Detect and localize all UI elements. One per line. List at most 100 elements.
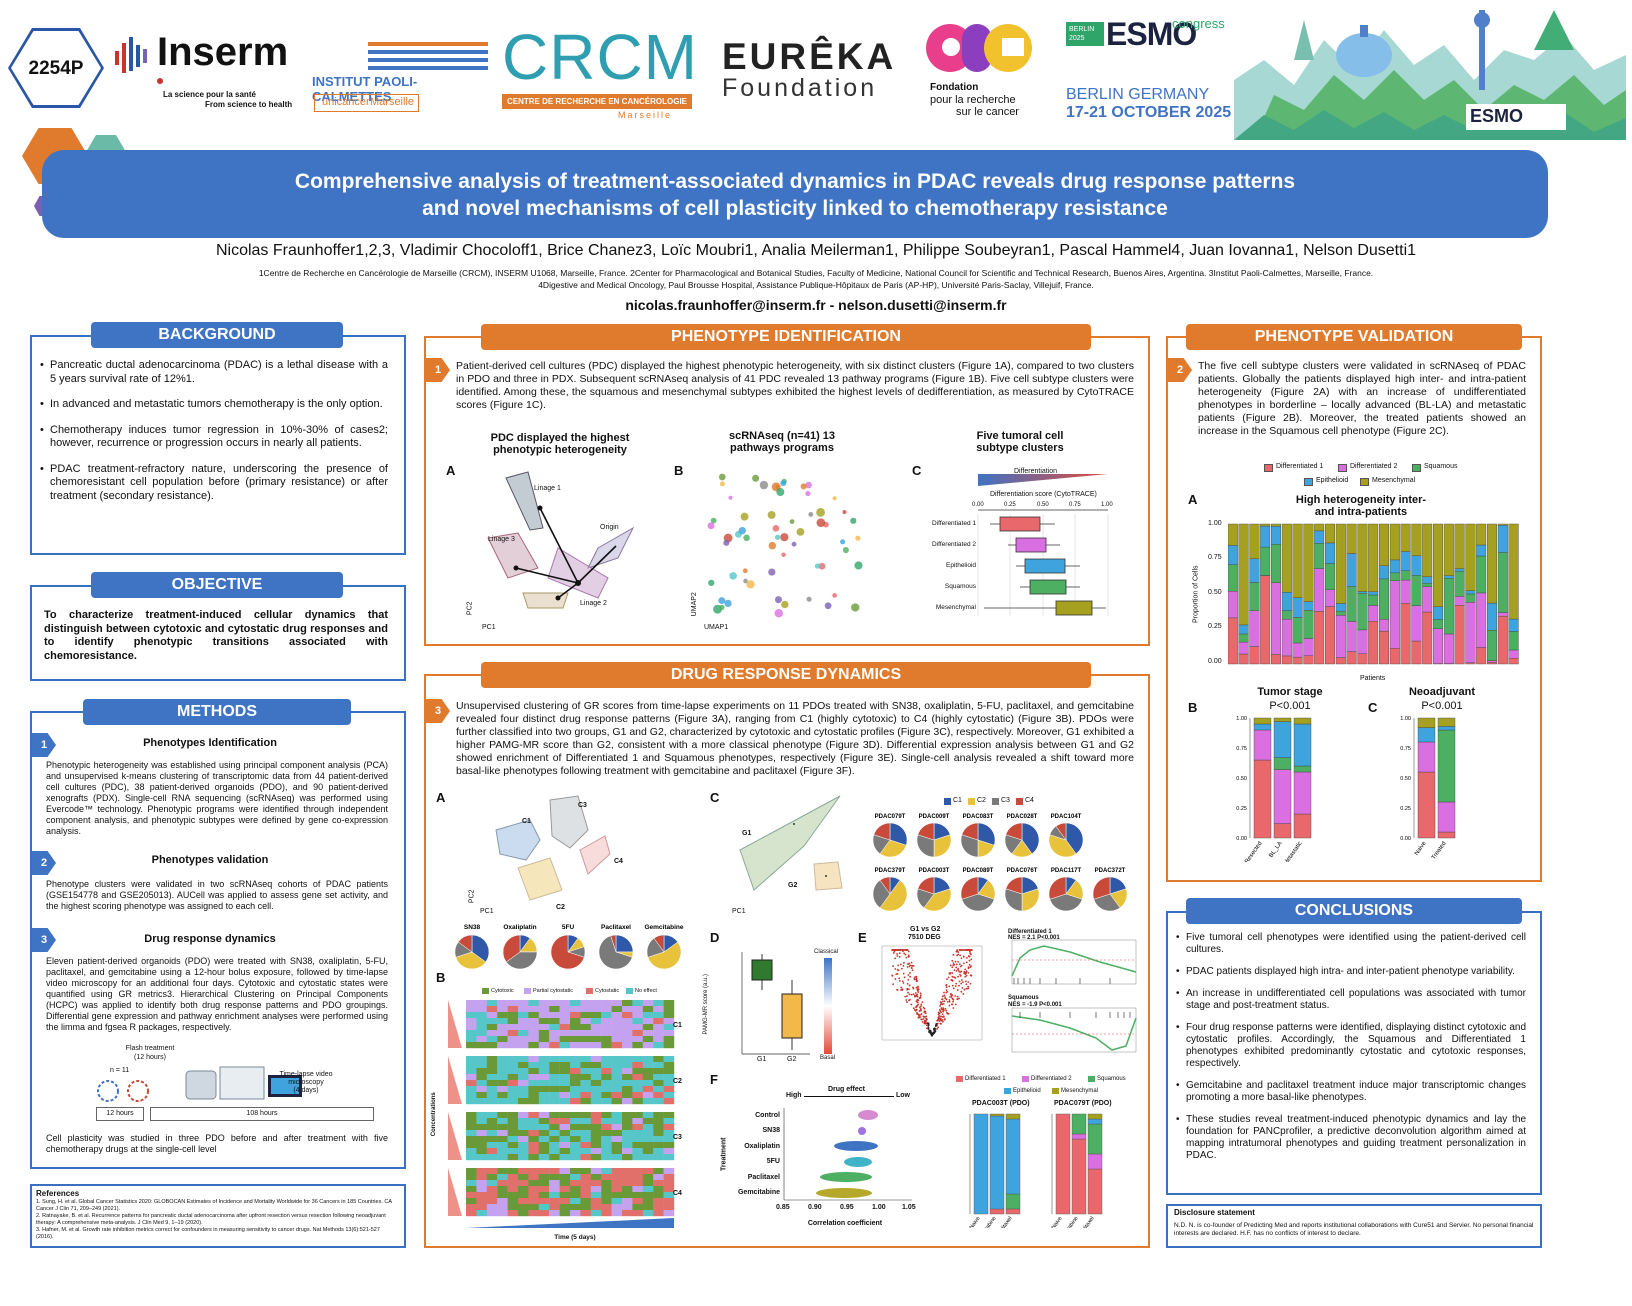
- heatmap-cell: [549, 1168, 560, 1175]
- phenotype-bar-segment: [1281, 619, 1292, 657]
- volcano-point: [968, 955, 971, 958]
- umap-cluster-point: [728, 495, 733, 500]
- volcano-point: [921, 1021, 924, 1023]
- methods-s3-title: Drug response dynamics: [144, 933, 276, 945]
- heatmap-cell: [642, 1174, 654, 1181]
- fig1b-umap2: UMAP2: [690, 592, 698, 617]
- heatmap-cell: [549, 1012, 560, 1019]
- heatmap-cell: [611, 1074, 623, 1081]
- drug-pie-slice: [653, 934, 665, 953]
- heatmap-cell: [507, 1168, 519, 1175]
- phenotype-bar-segment: [1253, 729, 1272, 761]
- heatmap-cell: [476, 1112, 487, 1119]
- pdo-pie-slice: [1021, 888, 1040, 912]
- heatmap-cell: [663, 1092, 675, 1099]
- phenotype-bar-segment: [1303, 610, 1314, 639]
- phenotype-bar-segment: [1292, 656, 1303, 665]
- fig3c-legend: C1 C2 C3 C4: [944, 796, 1064, 808]
- volcano-point: [961, 981, 964, 984]
- heatmap-cell: [466, 1124, 477, 1131]
- heatmap-cell: [580, 1198, 591, 1205]
- heatmap-cell: [642, 1030, 654, 1037]
- phenotype-bar-segment: [1324, 542, 1335, 564]
- phenotype-bar-segment: [1087, 1168, 1103, 1215]
- methods-s1-title: Phenotypes Identification: [143, 737, 277, 749]
- phenotype-bar-segment: [1324, 589, 1335, 607]
- heatmap-cell: [611, 1068, 623, 1075]
- volcano-point: [942, 1016, 945, 1018]
- heatmap-cell: [528, 1092, 539, 1099]
- fig3f-violin: Control SN38 Oxaliplatin 5FU Paclitaxel …: [737, 1108, 916, 1211]
- heatmap-cell: [642, 1112, 654, 1119]
- phenotype-bar-segment: [1273, 757, 1292, 770]
- heatmap-cell: [622, 1124, 633, 1131]
- heatmap-cell: [622, 1006, 633, 1013]
- volcano-point: [894, 968, 897, 970]
- phenotype-bar-segment: [1249, 610, 1260, 647]
- heatmap-cell: [611, 1142, 623, 1149]
- heatmap-cell: [466, 1000, 477, 1007]
- phenotype-bar-segment: [1465, 590, 1476, 595]
- fig2c-p: P<0.001: [1421, 700, 1463, 712]
- phenotype-bar-segment: [1303, 523, 1314, 602]
- volcano-point: [951, 966, 954, 969]
- heatmap-cell: [663, 1136, 675, 1143]
- heatmap-cell: [580, 1042, 591, 1049]
- y-tick: 0.25: [1400, 806, 1411, 812]
- volcano-point: [909, 972, 911, 974]
- heatmap-cell: [476, 1012, 487, 1019]
- fig3e-gsea: Differentiated 1 NES = 2.1 P<0.001 Squam…: [1000, 928, 1140, 1058]
- phenotype-bar-segment: [1273, 769, 1292, 824]
- heatmap-cell: [663, 1142, 675, 1149]
- volcano-point: [906, 966, 909, 968]
- heatmap-cell: [590, 1098, 602, 1105]
- volcano-point: [941, 1020, 944, 1023]
- heatmap-cell: [601, 1130, 612, 1137]
- fig2a-title: High heterogeneity inter- and intra-pati…: [1295, 494, 1427, 518]
- phenotype-bar-segment: [1422, 523, 1433, 577]
- volcano-point: [917, 985, 919, 988]
- background-list: Pancreatic ductal adenocarcinoma (PDAC) …: [40, 359, 388, 515]
- phenotype-bar-segment: [1389, 572, 1400, 581]
- phenotype-bar-segment: [1271, 525, 1282, 545]
- phenotype-bar-segment: [1303, 655, 1314, 665]
- phenotype-bar-segment: [1357, 592, 1368, 631]
- heatmap-cell: [580, 1154, 591, 1161]
- heatmap-cell: [580, 1204, 591, 1211]
- heatmap-cell: [632, 1142, 643, 1149]
- heatmap-cell: [538, 1136, 550, 1143]
- heatmap-cell: [663, 1098, 675, 1105]
- heatmap-cell: [466, 1142, 477, 1149]
- heatmap-cell: [663, 1186, 675, 1193]
- phenotype-bar-segment: [1411, 555, 1422, 576]
- heatmap-cell: [476, 1098, 487, 1105]
- drug-pie-label: SN38: [464, 924, 481, 931]
- heatmap-cell: [590, 1112, 602, 1119]
- volcano-point: [894, 957, 897, 960]
- drug-pie-label: 5FU: [562, 924, 575, 931]
- volcano-point: [916, 995, 919, 998]
- heatmap-cell: [642, 1154, 654, 1161]
- volcano-point: [966, 957, 968, 959]
- volcano-point: [898, 977, 901, 980]
- volcano-point: [941, 995, 944, 998]
- heatmap-cell: [663, 1000, 675, 1007]
- volcano-point: [943, 994, 946, 997]
- conclusion-item: PDAC patients displayed high intra- and …: [1176, 966, 1526, 978]
- volcano-point: [954, 995, 957, 997]
- heatmap-cell: [518, 1086, 529, 1093]
- heatmap-cell: [549, 1148, 560, 1155]
- heatmap-cell: [559, 1068, 571, 1075]
- phenotype-bar-segment: [1465, 602, 1476, 663]
- heatmap-cell: [570, 1204, 581, 1211]
- fig1a-title: PDC displayed the highest phenotypic het…: [490, 432, 630, 456]
- phenotype-bar-segment: [1249, 646, 1260, 665]
- volcano-point: [892, 952, 895, 954]
- heatmap-cell: [611, 1124, 623, 1131]
- volcano-point: [907, 991, 909, 994]
- heatmap-cell: [601, 1024, 612, 1031]
- heatmap-cell: [622, 1210, 633, 1217]
- heatmap-cell: [486, 1186, 498, 1193]
- umap-cluster-point: [774, 596, 782, 604]
- volcano-point: [917, 986, 919, 989]
